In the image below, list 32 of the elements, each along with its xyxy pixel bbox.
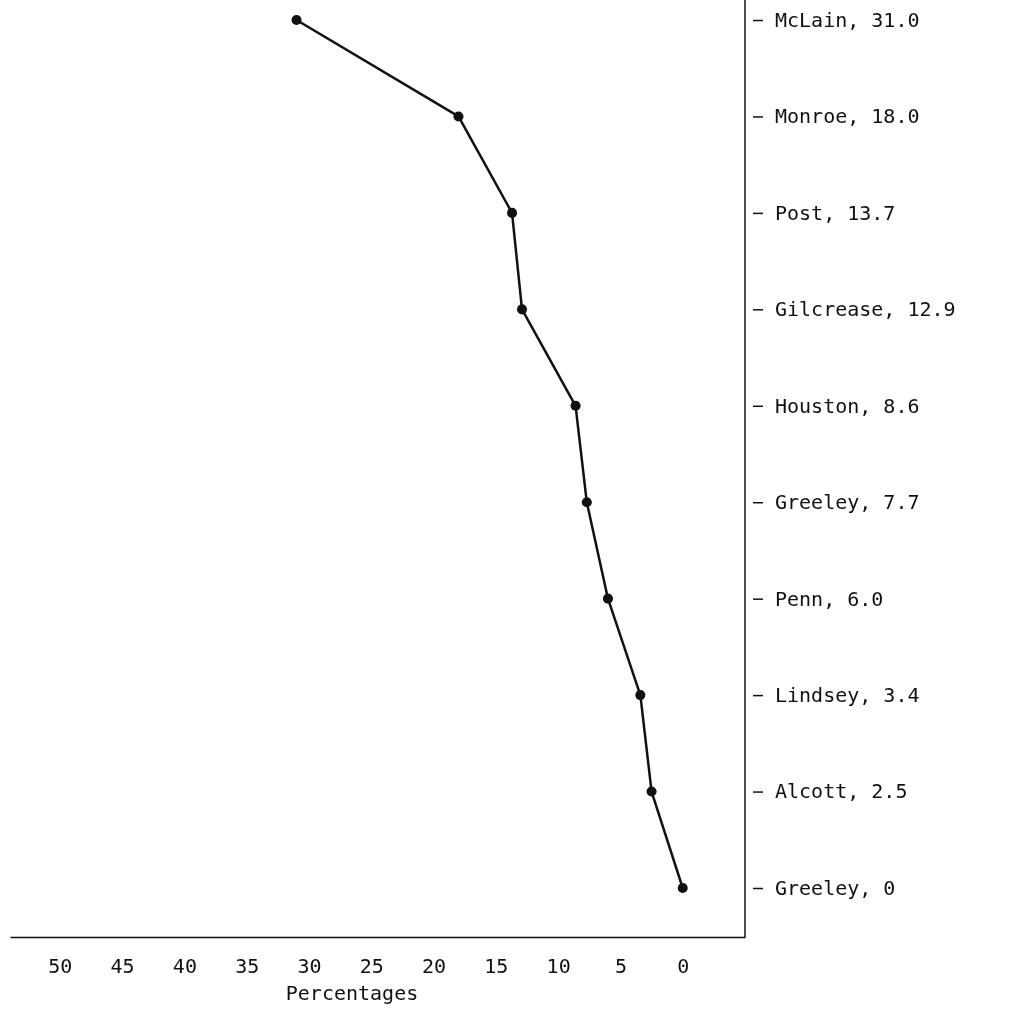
x-tick-label: 50 bbox=[48, 954, 73, 979]
x-tick-label: 30 bbox=[297, 954, 322, 979]
x-tick-label: 0 bbox=[677, 954, 690, 979]
x-tick-label: 25 bbox=[359, 954, 384, 979]
point bbox=[291, 14, 302, 26]
x-tick-label: 40 bbox=[172, 954, 197, 979]
point bbox=[453, 111, 464, 122]
y-tick-label: McLain, 31.0 bbox=[775, 7, 920, 32]
y-tick-label: Monroe, 18.0 bbox=[775, 104, 920, 129]
y-tick-label: Post, 13.7 bbox=[775, 200, 896, 225]
x-tick-label: 15 bbox=[484, 954, 509, 979]
point bbox=[516, 304, 528, 315]
x-tick-label: 20 bbox=[422, 954, 447, 979]
point bbox=[570, 400, 581, 411]
x-axis-title: Percentages bbox=[285, 981, 419, 1005]
point bbox=[507, 207, 518, 218]
point bbox=[646, 786, 657, 797]
point bbox=[677, 882, 688, 894]
y-tick-label: Lindsey, 3.4 bbox=[775, 683, 920, 708]
y-tick-label: Gilcrease, 12.9 bbox=[775, 297, 956, 322]
point bbox=[602, 593, 614, 604]
y-tick-label: Greeley, 7.7 bbox=[775, 490, 920, 515]
y-tick-label: Greeley, 0 bbox=[775, 875, 896, 900]
x-tick-label: 5 bbox=[614, 954, 627, 979]
y-tick-label: Penn, 6.0 bbox=[775, 586, 884, 611]
x-tick-label: 45 bbox=[110, 954, 135, 979]
point bbox=[581, 497, 592, 508]
point bbox=[635, 690, 646, 701]
y-tick-label: Alcott, 2.5 bbox=[775, 779, 908, 804]
y-tick-label: Houston, 8.6 bbox=[775, 393, 920, 418]
x-tick-label: 35 bbox=[235, 954, 260, 979]
x-tick-label: 10 bbox=[546, 954, 571, 979]
